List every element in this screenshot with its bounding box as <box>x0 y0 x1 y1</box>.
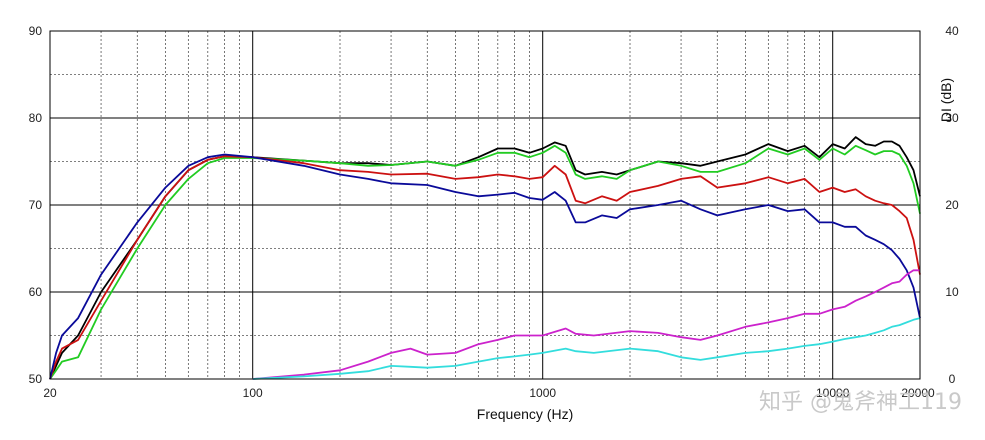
grid <box>49 30 921 380</box>
series-line-5 <box>252 269 920 380</box>
series-line-4 <box>49 153 921 380</box>
x-tick-label: 10000 <box>816 386 850 400</box>
y-left-tick-label: 70 <box>29 198 43 212</box>
series-line-6 <box>252 317 921 380</box>
y-left-tick-label: 60 <box>29 285 43 299</box>
right-y-axis-title: DI (dB) <box>938 78 954 122</box>
watermark-text: 知乎 @鬼斧神工119 <box>759 390 962 415</box>
x-axis-title: Frequency (Hz) <box>477 406 573 422</box>
y-right-tick-label: 0 <box>949 372 956 386</box>
y-left-tick-label: 50 <box>29 372 43 386</box>
series-line-3 <box>49 155 921 380</box>
y-right-tick-label: 30 <box>945 111 959 125</box>
series-lines <box>49 136 921 380</box>
tick-labels: 50 60 70 80 90 0 10 20 30 40 20 100 1000 10000 20000 <box>29 24 959 400</box>
y-right-tick-label: 40 <box>945 24 959 38</box>
series-line-2 <box>49 144 921 380</box>
x-tick-label: 20 <box>43 386 57 400</box>
y-right-tick-label: 10 <box>945 285 959 299</box>
plot-frame <box>49 30 921 380</box>
y-left-tick-label: 90 <box>29 24 43 38</box>
x-tick-label: 1000 <box>529 386 556 400</box>
x-tick-label: 20000 <box>901 386 935 400</box>
y-left-tick-label: 80 <box>29 111 43 125</box>
y-right-tick-label: 20 <box>945 198 959 212</box>
x-tick-label: 100 <box>243 386 263 400</box>
